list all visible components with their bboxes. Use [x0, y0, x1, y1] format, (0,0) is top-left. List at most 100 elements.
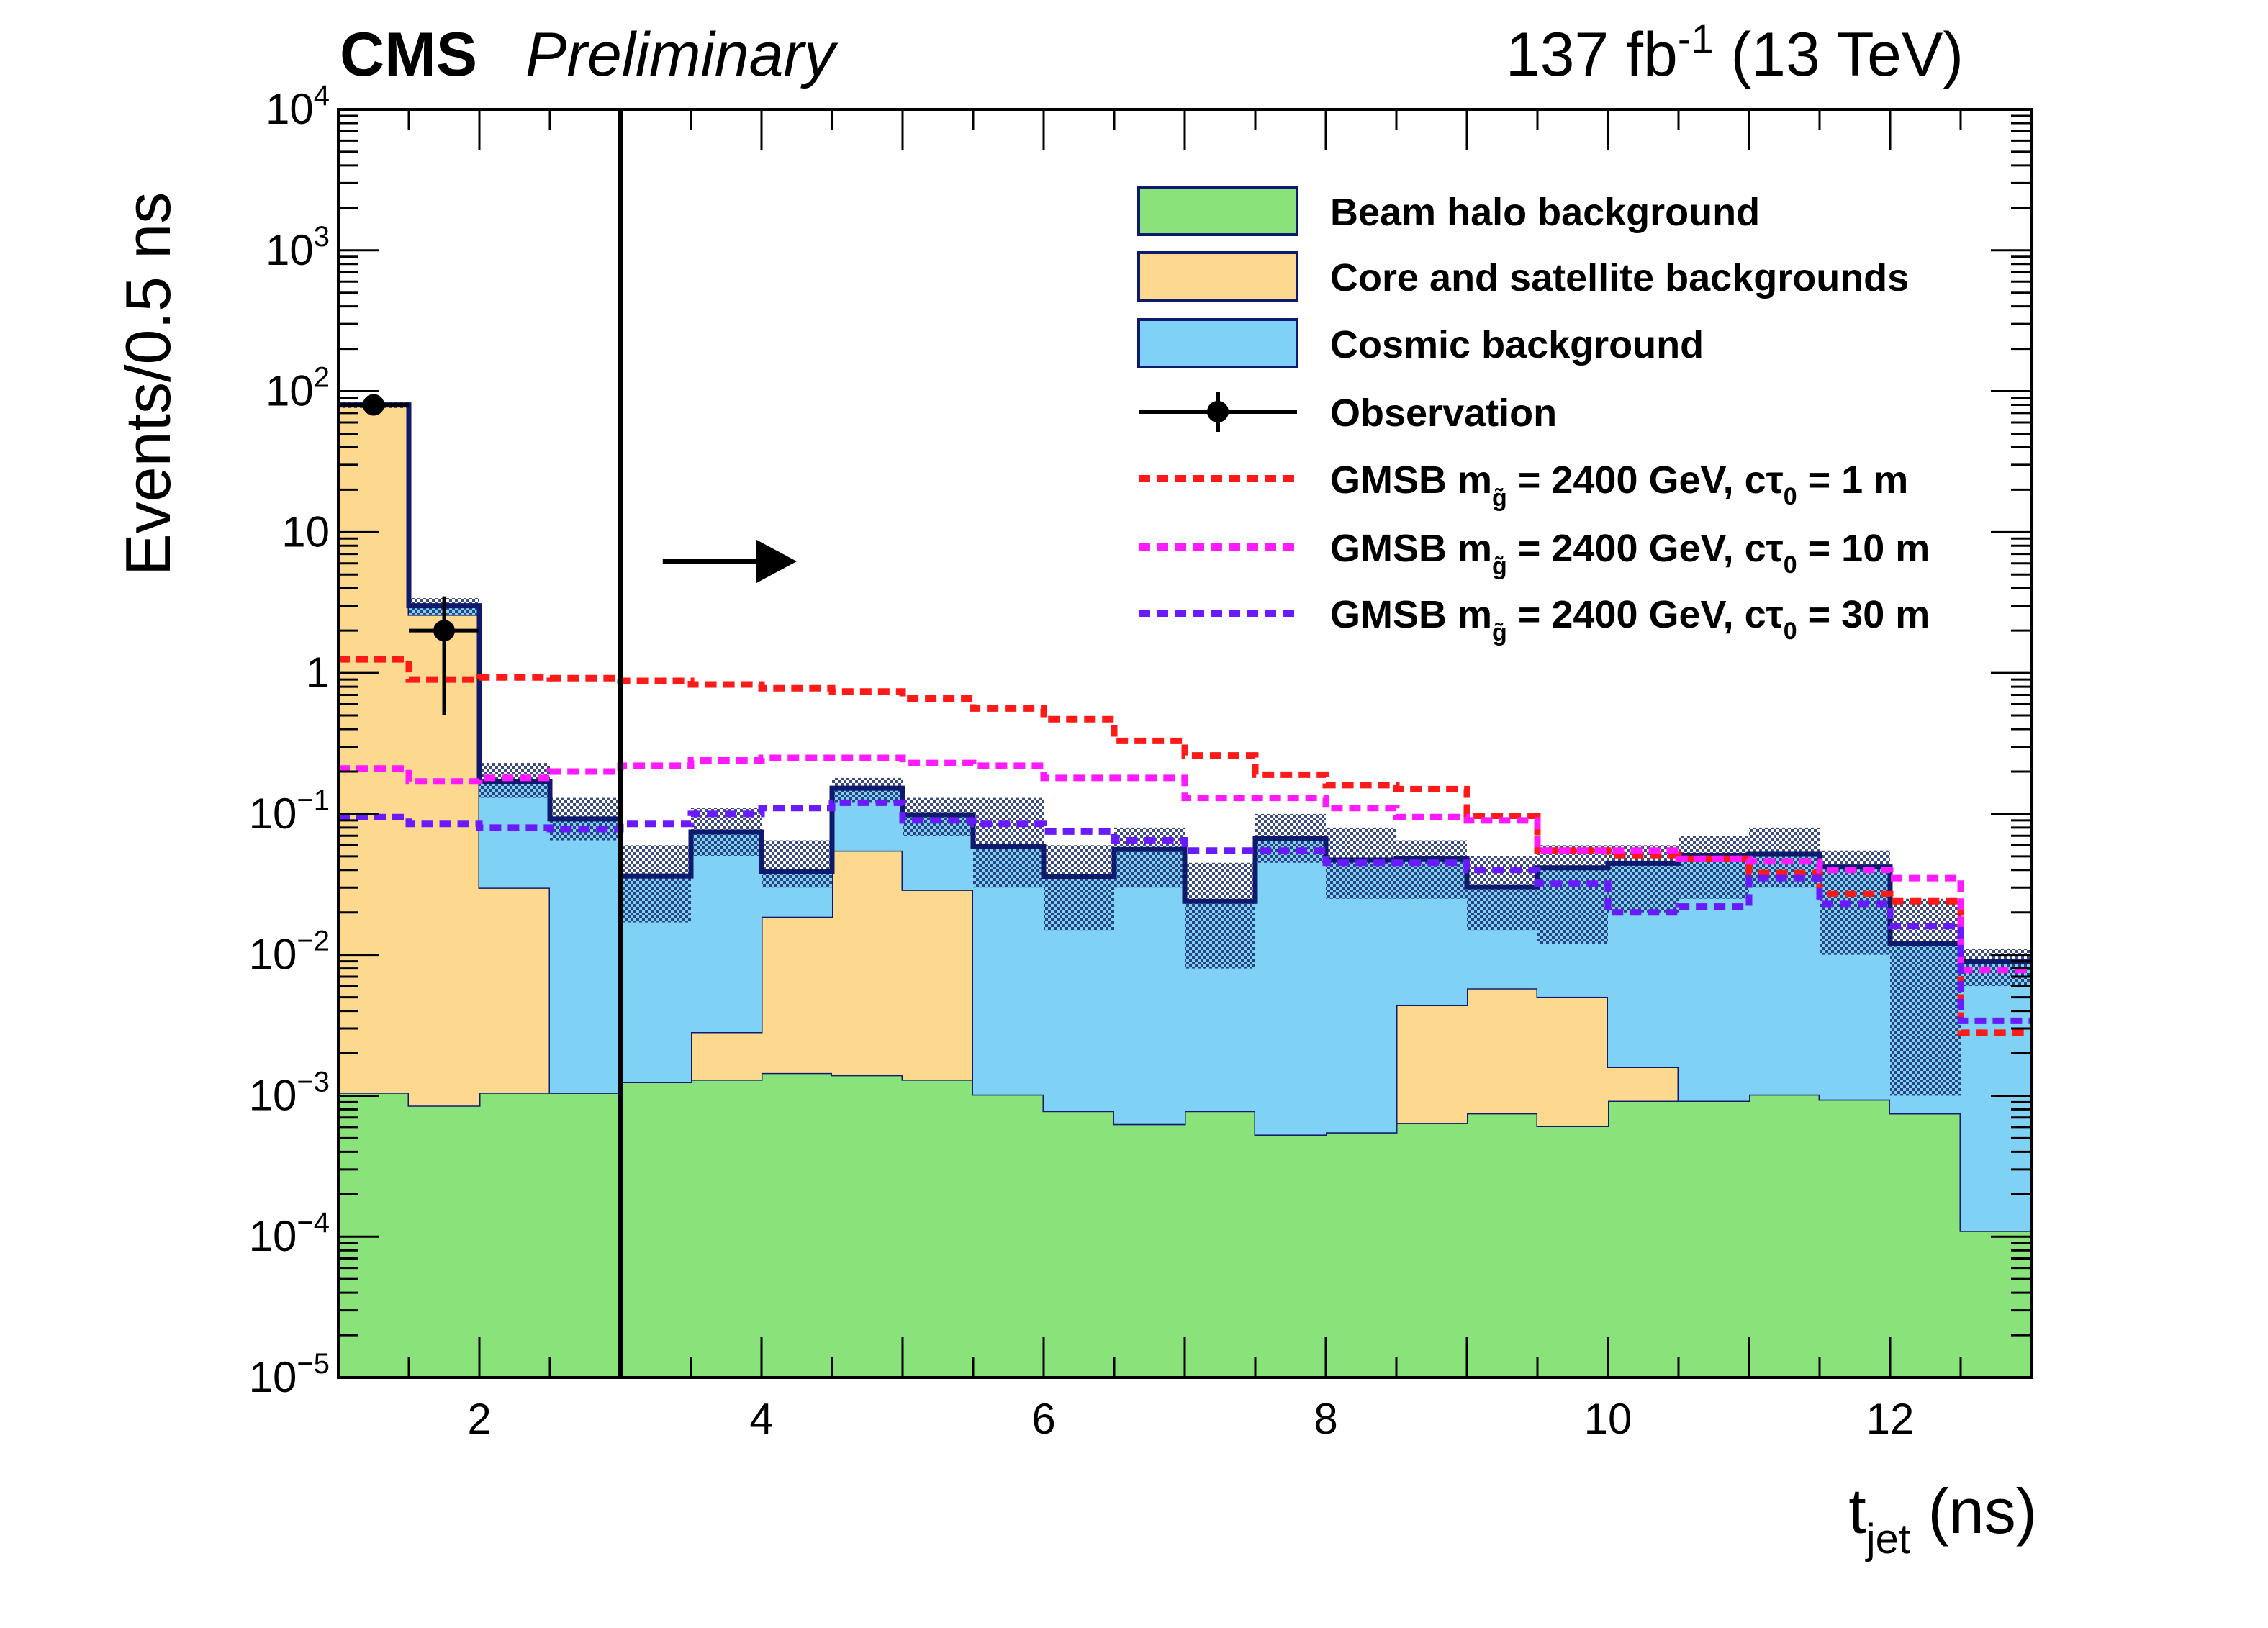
y-tick-exponent: −1 — [297, 784, 330, 816]
bar-1-bin-14 — [1255, 1134, 1326, 1378]
lumi-main: 137 fb — [1506, 20, 1678, 89]
bar-3-bin-10 — [973, 846, 1044, 1095]
legend-label: Core and satellite backgrounds — [1330, 256, 1909, 299]
legend-signal-sub: g̃ — [1492, 484, 1507, 512]
uncertainty-bin-7 — [762, 840, 832, 888]
y-tick-label: 104 — [266, 80, 330, 133]
bar-1-bin-8 — [832, 1075, 903, 1378]
legend-label: Observation — [1330, 392, 1557, 435]
bar-1-bin-23 — [1890, 1113, 1961, 1378]
bar-2-bin-17 — [1467, 988, 1537, 1113]
y-tick-base: 10 — [281, 507, 330, 556]
uncertainty-bin-13 — [1185, 862, 1255, 969]
lumi-label: 137 fb-1 (13 TeV) — [1506, 16, 1964, 89]
y-tick-label: 102 — [266, 362, 330, 415]
legend-entry-observation: Observation — [1330, 392, 1557, 435]
legend-swatch-2 — [1137, 251, 1298, 302]
bar-1-bin-4 — [550, 1093, 620, 1378]
bar-1-bin-6 — [691, 1080, 762, 1378]
bar-1-bin-3 — [479, 1093, 550, 1378]
x-tick-label: 4 — [749, 1395, 773, 1443]
bar-3-bin-15 — [1326, 859, 1396, 1133]
bar-1-bin-9 — [903, 1080, 973, 1378]
y-tick-base: 10 — [249, 1212, 297, 1260]
bar-3-bin-3 — [479, 781, 550, 888]
legend-label: Beam halo background — [1330, 191, 1760, 234]
y-tick-base: 10 — [266, 367, 314, 415]
legend-signal-suffix: = 1 m — [1797, 458, 1909, 502]
legend-label: Cosmic background — [1330, 323, 1704, 366]
experiment-label: CMS — [340, 20, 477, 89]
bar-1-bin-19 — [1608, 1100, 1679, 1378]
legend-entry-2: Core and satellite backgrounds — [1330, 256, 1909, 299]
legend-signal-prefix: GMSB m — [1330, 458, 1492, 502]
legend-entry-signal-3: GMSB mg̃ = 2400 GeV, cτ0 = 30 m — [1330, 593, 1930, 646]
y-tick-base: 10 — [249, 931, 297, 979]
x-title-main: t — [1848, 1475, 1866, 1547]
legend-signal-sub: g̃ — [1492, 619, 1507, 646]
x-tick-label: 6 — [1031, 1395, 1055, 1443]
y-tick-exponent: 4 — [314, 80, 330, 112]
bar-2-bin-18 — [1537, 996, 1608, 1126]
bar-1-bin-22 — [1820, 1099, 1890, 1378]
bar-2-bin-3 — [479, 887, 550, 1093]
legend-signal-prefix: GMSB m — [1330, 527, 1492, 570]
bar-2-bin-1 — [338, 404, 409, 1093]
bar-3-bin-4 — [550, 818, 620, 1093]
legend-signal-prefix: GMSB m — [1330, 593, 1492, 636]
y-tick-label: 10−5 — [249, 1348, 330, 1401]
legend-swatch-1 — [1137, 186, 1298, 236]
legend-observation-marker — [1207, 401, 1229, 422]
bar-3-bin-21 — [1749, 854, 1820, 1095]
y-tick-label: 10−1 — [249, 784, 330, 838]
bar-1-bin-1 — [338, 1093, 409, 1378]
bar-1-bin-20 — [1679, 1100, 1749, 1378]
bar-1-bin-15 — [1326, 1132, 1396, 1378]
y-axis-title: Events/0.5 ns — [112, 192, 184, 576]
y-tick-base: 10 — [249, 1353, 297, 1401]
bar-2-bin-6 — [691, 1031, 762, 1080]
y-tick-label: 10−2 — [249, 926, 330, 979]
uncertainty-bin-12 — [1114, 827, 1185, 888]
y-tick-exponent: 2 — [314, 362, 330, 394]
bar-3-bin-14 — [1255, 838, 1326, 1135]
y-tick-label: 10−3 — [249, 1066, 330, 1119]
bar-2-bin-8 — [832, 850, 903, 1075]
bar-2-bin-9 — [903, 890, 973, 1080]
bar-1-bin-2 — [409, 1105, 479, 1378]
uncertainty-bin-20 — [1679, 836, 1749, 899]
legend-entry-signal-1: GMSB mg̃ = 2400 GeV, cτ0 = 1 m — [1330, 458, 1908, 512]
legend: Beam halo background Core and satellite b… — [1137, 186, 1930, 646]
legend-entry-1: Beam halo background — [1330, 191, 1760, 234]
legend-signal-sub2: 0 — [1784, 551, 1797, 579]
y-tick-exponent: −2 — [297, 926, 330, 957]
uncertainty-bin-10 — [973, 797, 1044, 888]
legend-entry-signal-2: GMSB mg̃ = 2400 GeV, cτ0 = 10 m — [1330, 527, 1930, 580]
bar-1-bin-12 — [1114, 1123, 1185, 1378]
legend-signal-suffix: = 30 m — [1797, 593, 1930, 636]
y-tick-base: 10 — [266, 226, 314, 274]
lumi-sup: -1 — [1678, 16, 1714, 61]
legend-signal-sub2: 0 — [1784, 618, 1797, 645]
status-label: Preliminary — [525, 20, 839, 89]
legend-swatch-3 — [1137, 318, 1298, 368]
lumi-energy: (13 TeV) — [1714, 20, 1964, 89]
plot-area — [338, 109, 2033, 1378]
legend-signal-suffix: = 10 m — [1797, 527, 1930, 570]
bar-3-bin-6 — [691, 831, 762, 1032]
uncertainty-bin-5 — [620, 845, 691, 923]
uncertainty-bin-16 — [1396, 840, 1467, 899]
y-tick-base: 10 — [249, 790, 297, 838]
y-tick-base: 1 — [306, 648, 330, 697]
cut-arrow-head — [756, 539, 797, 583]
bar-2-bin-16 — [1396, 1005, 1467, 1123]
x-tick-label: 8 — [1314, 1395, 1337, 1443]
x-tick-label: 10 — [1584, 1395, 1632, 1443]
bar-1-bin-18 — [1537, 1126, 1608, 1378]
legend-signal-mid: = 2400 GeV, cτ — [1507, 593, 1784, 636]
x-tick-label: 2 — [467, 1395, 491, 1443]
legend-signal-mid: = 2400 GeV, cτ — [1507, 458, 1784, 502]
legend-signal-sub: g̃ — [1492, 553, 1507, 580]
x-axis-title: tjet (ns) — [1848, 1475, 2037, 1563]
legend-signal-sub2: 0 — [1784, 483, 1797, 510]
